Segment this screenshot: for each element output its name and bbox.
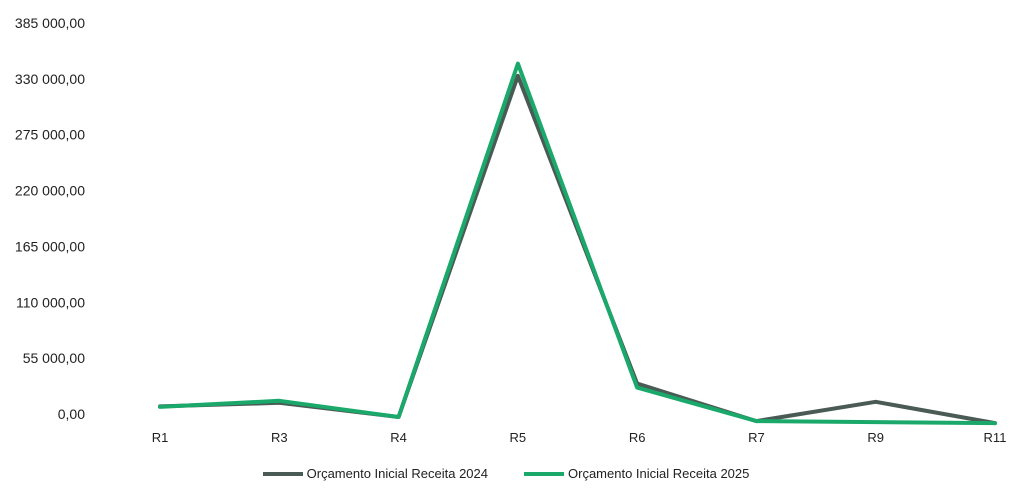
data-point xyxy=(635,386,639,390)
data-point xyxy=(874,400,878,404)
x-tick-label: R1 xyxy=(152,430,169,445)
x-tick-label: R7 xyxy=(748,430,765,445)
y-tick-label: 55 000,00 xyxy=(23,350,85,366)
legend-label-2025: Orçamento Inicial Receita 2025 xyxy=(568,466,750,481)
legend-item-2025: Orçamento Inicial Receita 2025 xyxy=(524,466,749,481)
data-point xyxy=(397,415,401,419)
legend-label-2024: Orçamento Inicial Receita 2024 xyxy=(306,466,488,481)
data-point xyxy=(277,399,281,403)
series-line-2024 xyxy=(158,73,997,426)
data-point xyxy=(516,62,520,66)
x-tick-label: R5 xyxy=(510,430,527,445)
y-tick-label: 275 000,00 xyxy=(15,127,85,143)
y-tick-label: 330 000,00 xyxy=(15,71,85,87)
x-axis-ticks: R1 R3 R4 R5 R6 R7 R9 R11 xyxy=(152,430,1007,445)
legend-swatch-2024 xyxy=(262,471,303,476)
y-tick-label: 220 000,00 xyxy=(15,183,85,199)
data-point xyxy=(158,405,162,409)
legend-swatch-2025 xyxy=(524,471,564,476)
data-point xyxy=(754,419,758,423)
y-tick-label: 0,00 xyxy=(58,406,85,422)
x-tick-label: R4 xyxy=(390,430,407,445)
line-chart: 0,00 55 000,00 110 000,00 165 000,00 220 000… xyxy=(15,15,1007,445)
x-tick-label: R3 xyxy=(271,430,288,445)
x-tick-label: R9 xyxy=(867,430,884,445)
y-tick-label: 385 000,00 xyxy=(15,15,85,31)
y-tick-label: 110 000,00 xyxy=(16,294,85,310)
y-axis-ticks: 0,00 55 000,00 110 000,00 165 000,00 220 000… xyxy=(15,15,85,422)
data-point xyxy=(993,421,997,425)
x-tick-label: R11 xyxy=(984,430,1007,445)
data-point xyxy=(516,74,520,78)
legend-item-2024: Orçamento Inicial Receita 2024 xyxy=(262,466,488,481)
data-point xyxy=(874,420,878,424)
y-tick-label: 165 000,00 xyxy=(15,238,85,254)
series-lines xyxy=(158,61,997,426)
legend: Orçamento Inicial Receita 2024 Orçamento… xyxy=(0,466,1012,481)
x-tick-label: R6 xyxy=(629,430,646,445)
series-line-2025 xyxy=(158,61,997,426)
